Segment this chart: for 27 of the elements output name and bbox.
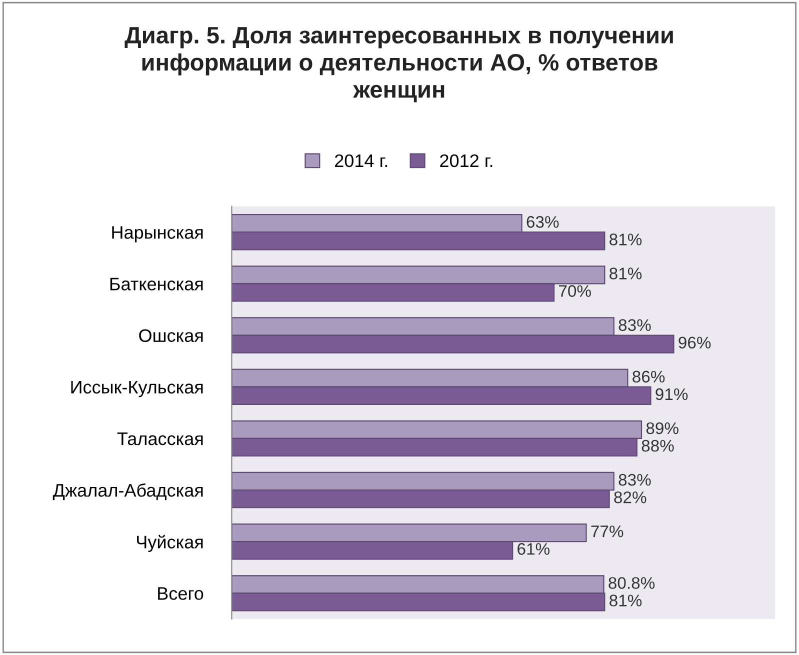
- chart-title: Диагр. 5. Доля заинтересованных в получении информации о деятельности АО, % ответов женщин: [124, 27, 673, 102]
- data-label: 77%: [591, 526, 624, 538]
- y-tick-label: Джалал-Абадская: [52, 483, 203, 500]
- data-label: 80.8%: [608, 577, 655, 589]
- data-label: 89%: [646, 422, 678, 434]
- data-label: 83%: [618, 474, 651, 486]
- y-tick-label: Чуйская: [137, 534, 203, 552]
- data-label: 83%: [618, 319, 651, 331]
- y-tick-label: Всего: [158, 587, 204, 600]
- data-label: 96%: [678, 336, 711, 349]
- data-label: 81%: [610, 234, 642, 246]
- data-label: 81%: [610, 268, 642, 280]
- legend-label: 2014 г.: [335, 154, 388, 168]
- data-label: 63%: [526, 216, 559, 228]
- data-label: 82%: [614, 491, 646, 504]
- y-tick-label: Ошская: [139, 329, 203, 342]
- legend-label: 2012 г.: [440, 154, 492, 168]
- data-label: 88%: [642, 440, 674, 452]
- data-label: 70%: [559, 285, 591, 297]
- y-tick-label: Иссык-Кульская: [71, 380, 203, 398]
- data-label: 91%: [656, 388, 688, 400]
- data-label: 86%: [632, 370, 665, 383]
- y-tick-label: Баткенская: [110, 278, 203, 290]
- data-label: 81%: [610, 594, 642, 606]
- data-label: 61%: [518, 543, 550, 555]
- y-tick-label: Нарынская: [112, 226, 203, 242]
- y-tick-label: Таласская: [117, 432, 203, 446]
